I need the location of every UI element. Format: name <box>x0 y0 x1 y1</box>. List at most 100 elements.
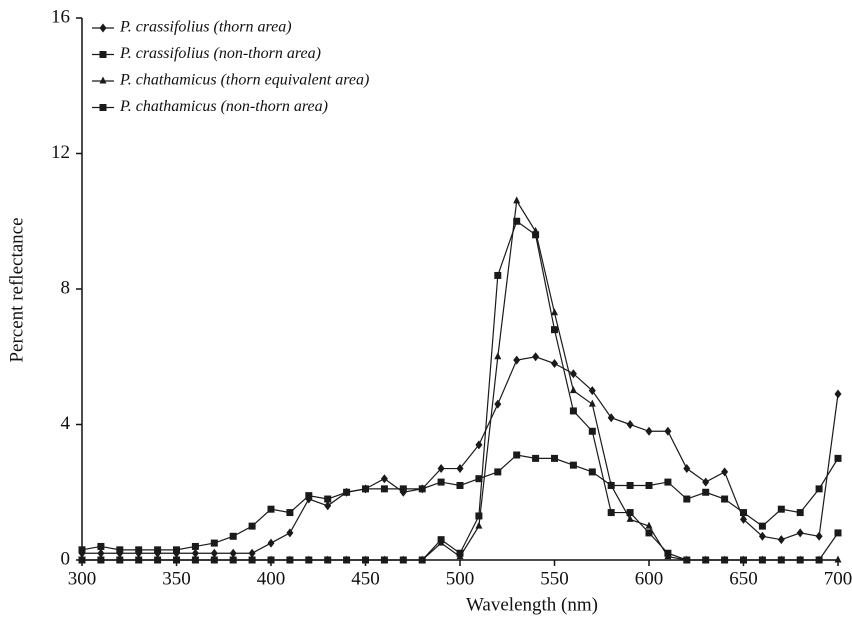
marker <box>154 546 162 554</box>
marker <box>607 413 615 423</box>
marker <box>758 556 766 564</box>
marker <box>324 501 332 511</box>
marker <box>97 556 105 564</box>
marker <box>286 509 294 517</box>
marker <box>588 468 596 476</box>
marker <box>513 196 521 204</box>
marker <box>626 514 634 522</box>
x-tick-label: 600 <box>635 568 664 589</box>
marker <box>343 488 351 496</box>
marker <box>229 532 237 540</box>
marker <box>683 495 691 503</box>
marker <box>551 454 558 462</box>
marker <box>532 454 540 462</box>
marker <box>248 548 256 558</box>
marker <box>721 495 729 503</box>
series-line <box>82 356 839 554</box>
marker <box>116 546 124 554</box>
marker <box>97 542 105 550</box>
marker <box>588 386 596 396</box>
marker <box>588 427 596 435</box>
marker <box>569 369 577 379</box>
x-tick-label: 400 <box>257 568 286 589</box>
marker <box>569 386 577 394</box>
marker <box>324 556 332 564</box>
marker <box>305 556 313 564</box>
y-tick-label: 16 <box>51 6 70 27</box>
marker <box>626 481 634 489</box>
series-line <box>82 220 839 561</box>
marker <box>513 355 521 365</box>
marker <box>305 492 313 500</box>
marker <box>418 556 426 564</box>
marker <box>286 556 294 564</box>
marker <box>607 509 615 517</box>
marker <box>683 464 691 474</box>
marker <box>324 495 332 503</box>
marker <box>834 529 842 537</box>
marker <box>456 481 464 489</box>
marker <box>702 488 710 496</box>
marker <box>437 464 445 474</box>
marker <box>78 546 86 554</box>
marker <box>229 548 237 558</box>
marker <box>191 548 199 558</box>
marker <box>437 478 445 486</box>
marker <box>286 528 294 538</box>
legend-label: P. crassifolius (thorn area) <box>119 19 292 36</box>
y-tick-label: 12 <box>51 142 70 163</box>
marker <box>399 556 407 564</box>
marker <box>777 505 785 513</box>
marker <box>210 556 218 564</box>
marker <box>494 399 502 409</box>
marker <box>796 556 804 564</box>
marker <box>532 231 540 239</box>
marker <box>135 556 143 564</box>
marker <box>456 549 464 557</box>
marker <box>494 468 502 476</box>
marker <box>777 535 785 545</box>
marker <box>569 461 577 469</box>
legend-marker <box>99 23 107 33</box>
marker <box>362 485 369 493</box>
marker <box>362 556 369 564</box>
marker <box>626 420 634 429</box>
x-tick-label: 450 <box>351 568 380 589</box>
marker <box>173 556 180 564</box>
marker <box>645 481 653 489</box>
marker <box>456 464 464 474</box>
marker <box>380 485 388 493</box>
marker <box>135 546 143 554</box>
legend-marker <box>99 51 107 58</box>
marker <box>664 549 672 557</box>
x-axis-label: Wavelength (nm) <box>466 594 598 615</box>
marker <box>702 556 710 564</box>
x-tick-label: 550 <box>540 568 569 589</box>
marker <box>569 407 577 415</box>
marker <box>721 556 729 564</box>
marker <box>834 555 842 563</box>
marker <box>191 556 199 564</box>
marker <box>343 556 351 564</box>
marker <box>437 536 445 544</box>
marker <box>78 556 86 564</box>
marker <box>173 546 180 554</box>
marker <box>683 556 691 564</box>
marker <box>815 556 823 564</box>
marker <box>494 271 502 279</box>
y-tick-label: 0 <box>61 548 71 569</box>
marker <box>815 531 823 541</box>
legend-label: P. crassifolius (non-thorn area) <box>119 45 321 62</box>
marker <box>532 352 540 362</box>
y-axis-label: Percent reflectance <box>6 217 27 362</box>
marker <box>551 308 558 316</box>
marker <box>551 326 558 334</box>
legend-label: P. chathamicus (non-thorn area) <box>119 98 328 115</box>
y-tick-label: 4 <box>61 413 71 434</box>
legend-label: P. chathamicus (thorn equivalent area) <box>119 72 369 89</box>
series-line <box>82 199 838 561</box>
legend-marker <box>99 76 107 84</box>
marker <box>380 474 388 484</box>
marker <box>626 509 634 517</box>
